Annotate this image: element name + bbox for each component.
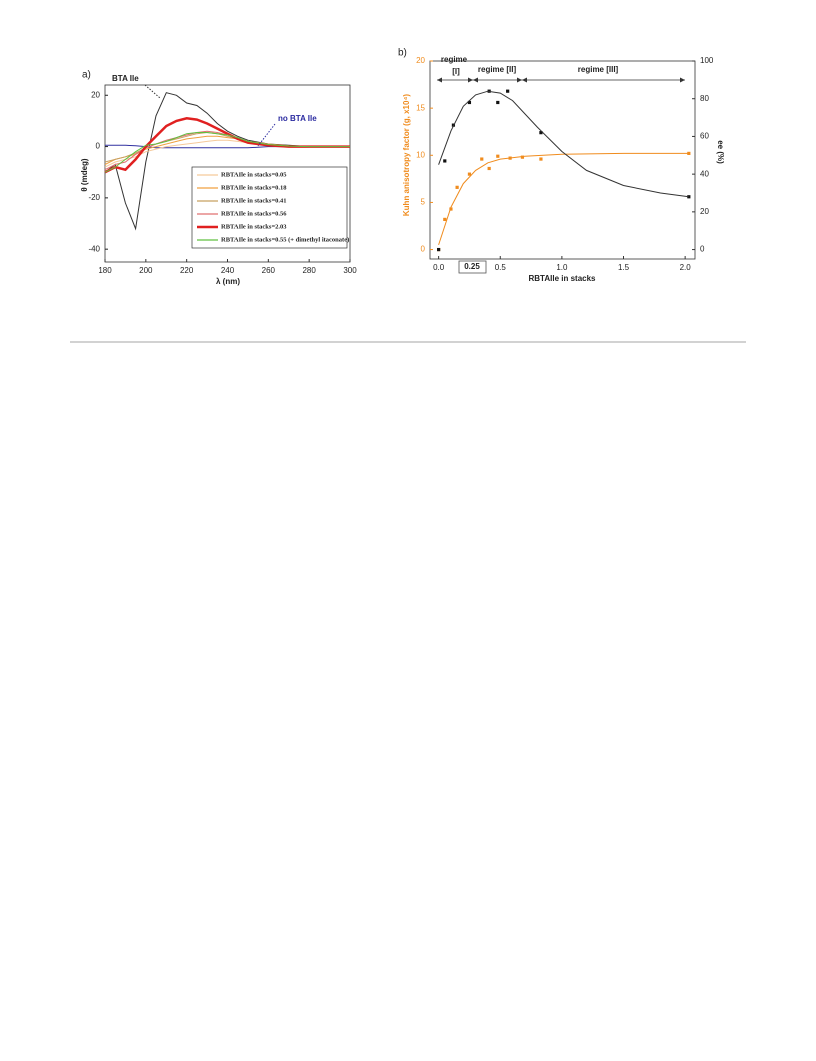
y-tick-label: -20 bbox=[88, 193, 100, 202]
data-point bbox=[467, 100, 472, 105]
legend-label: RBTAIle in stacks=0.55 (+ dimethyl itaco… bbox=[221, 236, 349, 243]
arrow-head bbox=[437, 77, 442, 83]
arrow-head bbox=[517, 77, 522, 83]
annotation: regime [II] bbox=[478, 65, 517, 74]
annotation: BTA Ile bbox=[112, 74, 139, 83]
arrow-head bbox=[468, 77, 473, 83]
data-point bbox=[496, 100, 500, 105]
annotation: regime [III] bbox=[578, 65, 619, 74]
legend-label: RBTAIle in stacks=2.03 bbox=[221, 223, 287, 230]
y-tick-label: 5 bbox=[421, 198, 426, 207]
x-tick-label: 0.5 bbox=[495, 263, 507, 272]
arrow-head bbox=[473, 77, 478, 83]
data-point bbox=[506, 89, 510, 93]
x-axis-label: λ (nm) bbox=[216, 277, 240, 286]
data-point bbox=[455, 185, 459, 189]
y-tick-label: 15 bbox=[416, 103, 425, 112]
data-line bbox=[104, 132, 350, 173]
data-point bbox=[687, 195, 691, 199]
x-tick-label: 280 bbox=[302, 266, 316, 275]
x-tick-label: 300 bbox=[343, 266, 357, 275]
legend-label: RBTAIle in stacks=0.18 bbox=[221, 184, 287, 191]
x-tick-label: 260 bbox=[262, 266, 276, 275]
data-line bbox=[438, 152, 689, 246]
pointer bbox=[144, 84, 161, 99]
data-point bbox=[449, 207, 453, 211]
y2-tick-label: 80 bbox=[700, 94, 709, 103]
legend-box bbox=[191, 166, 348, 249]
y2-tick-label: 100 bbox=[700, 56, 714, 65]
y2-axis-label: ee (%) bbox=[716, 140, 725, 164]
annotation: 0.25 bbox=[464, 262, 480, 271]
x-tick-label: 200 bbox=[139, 266, 153, 275]
y-axis-label: Kuhn anisotropy factor (g, x10⁴) bbox=[402, 94, 411, 217]
data-point bbox=[487, 166, 491, 171]
data-point bbox=[520, 155, 525, 159]
data-line bbox=[438, 90, 689, 198]
highlight-box bbox=[458, 260, 487, 274]
data-point bbox=[467, 172, 472, 176]
annotation: no BTA Ile bbox=[278, 114, 317, 123]
y-tick-label: -40 bbox=[88, 244, 100, 253]
data-point bbox=[496, 154, 500, 158]
plot-frame bbox=[429, 60, 696, 260]
x-tick-label: 180 bbox=[98, 266, 112, 275]
annotation: regime bbox=[441, 55, 468, 64]
data-point bbox=[437, 247, 441, 252]
arrow-head bbox=[680, 77, 685, 83]
arrow-head bbox=[522, 77, 527, 83]
panel-label: b) bbox=[398, 48, 407, 59]
y-tick-label: 10 bbox=[416, 150, 425, 159]
data-point bbox=[539, 131, 543, 135]
y2-tick-label: 60 bbox=[700, 132, 709, 141]
legend-label: RBTAIle in stacks=0.41 bbox=[221, 197, 287, 204]
data-point bbox=[687, 151, 691, 155]
panel-label: a) bbox=[82, 70, 91, 81]
legend-label: RBTAIle in stacks=0.56 bbox=[221, 210, 287, 217]
data-point bbox=[539, 157, 543, 161]
y-tick-label: 20 bbox=[416, 56, 425, 65]
y-tick-label: 20 bbox=[91, 90, 100, 99]
data-point bbox=[443, 159, 447, 163]
data-point bbox=[443, 217, 447, 221]
x-tick-label: 0.0 bbox=[433, 263, 445, 272]
y-axis-label: θ (mdeg) bbox=[80, 158, 89, 192]
x-tick-label: 220 bbox=[180, 266, 194, 275]
x-tick-label: 2.0 bbox=[680, 263, 692, 272]
data-point bbox=[480, 157, 484, 161]
y2-tick-label: 40 bbox=[700, 169, 709, 178]
y2-tick-label: 0 bbox=[700, 245, 705, 254]
y2-tick-label: 20 bbox=[700, 207, 709, 216]
legend-label: RBTAIle in stacks=0.05 bbox=[221, 171, 287, 178]
y-tick-label: 0 bbox=[421, 245, 426, 254]
data-line bbox=[104, 117, 350, 174]
y-tick-label: 0 bbox=[96, 142, 101, 151]
x-tick-label: 1.0 bbox=[556, 263, 568, 272]
annotation: [I] bbox=[452, 67, 460, 76]
x-tick-label: 240 bbox=[221, 266, 235, 275]
x-axis-label: RBTAIle in stacks bbox=[529, 274, 597, 283]
x-tick-label: 1.5 bbox=[618, 263, 630, 272]
